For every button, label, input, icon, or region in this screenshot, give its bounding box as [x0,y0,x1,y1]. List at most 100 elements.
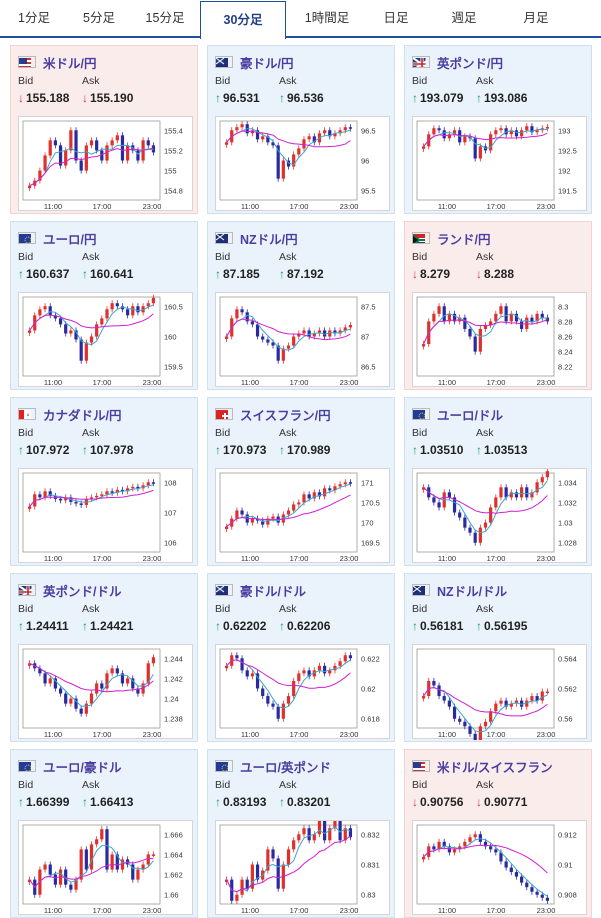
candle [307,330,311,337]
rate-card[interactable]: 豪ドル/円 Bid Ask ↑ 96.531 ↑ 96.536 96.5 96 95.5 11:00… [207,45,395,214]
pair-title-link[interactable]: スイスフラン/円 [240,408,331,423]
pair-title-link[interactable]: ユーロ/豪ドル [43,760,122,775]
pair-title-link[interactable]: 米ドル/円 [43,56,97,71]
candle [110,140,114,146]
price-chart[interactable]: 0.622 0.62 0.618 11:00 17:00 23:00 [215,644,390,739]
x-tick-label: 11:00 [438,378,456,387]
rate-card[interactable]: ユーロ/英ポンド Bid Ask ↑ 0.83193 ↑ 0.83201 0.832 0.831… [207,749,395,918]
candle [437,685,441,697]
price-chart[interactable]: 193 192.5 192 191.5 11:00 17:00 23:00 [412,116,587,211]
candle [343,655,347,662]
price-chart[interactable]: 1.244 1.242 1.24 1.238 11:00 17:00 23:00 [18,644,193,739]
rate-card[interactable]: NZドル/円 Bid Ask ↑ 87.185 ↑ 87.192 87.5 87 86.5 11:0… [207,221,395,390]
rate-card[interactable]: ランド/円 Bid Ask ↓ 8.279 ↓ 8.288 8.3 8.28 8.26 8.24 8.… [404,221,592,390]
bid-label: Bid [215,603,231,615]
y-tick-label: 171 [361,478,374,487]
rate-card[interactable]: 豪ドル/ドル Bid Ask ↑ 0.62202 ↑ 0.62206 0.622 0.62 0.6… [207,573,395,742]
candle [545,471,550,478]
tab-30分足[interactable]: 30分足 [200,1,286,39]
candle [89,336,94,343]
pair-title-link[interactable]: カナダドル/円 [43,408,122,423]
candle [317,492,322,497]
candle [266,849,270,871]
pair-title-link[interactable]: 豪ドル/円 [240,56,294,71]
tab-5分足[interactable]: 5分足 [83,11,115,25]
pair-title-link[interactable]: NZドル/円 [240,232,298,247]
candle [535,891,539,895]
candle [100,829,104,840]
y-tick-label: 8.3 [558,302,568,311]
tab-日足[interactable]: 日足 [383,11,409,25]
price-chart[interactable]: 0.564 0.562 0.56 11:00 17:00 23:00 [412,644,587,740]
candle [478,834,482,842]
price-chart[interactable]: 1.034 1.032 1.03 1.028 11:00 17:00 23:00 [412,468,587,563]
candle [136,869,140,880]
ch-jp-flag-icon [215,408,233,420]
x-tick-label: 17:00 [487,554,506,563]
candle [535,482,539,493]
price-chart[interactable]: 171 170.5 170 169.5 11:00 17:00 23:00 [215,468,390,563]
pair-title-link[interactable]: 豪ドル/ドル [240,584,306,599]
pair-title-link[interactable]: NZドル/ドル [437,584,508,599]
price-chart[interactable]: 0.912 0.91 0.908 11:00 17:00 23:00 [412,820,587,915]
bid-label: Bid [412,251,428,263]
x-tick-label: 11:00 [241,730,259,739]
bid-value: ↓ 155.188 [18,91,70,105]
candle [141,306,145,313]
tab-週足[interactable]: 週足 [451,11,477,25]
ask-value: ↑ 0.83201 [279,795,331,809]
pair-title-link[interactable]: ランド/円 [437,232,491,247]
candle [105,309,109,319]
rate-card[interactable]: ユーロ/円 Bid Ask ↑ 160.637 ↑ 160.641 160.5 160 159.5… [10,221,198,390]
down-arrow-icon: ↓ [82,91,88,105]
candle [292,840,296,850]
rate-card[interactable]: カナダドル/円 Bid Ask ↑ 107.972 ↑ 107.978 108 107 106 11… [10,397,198,566]
x-tick-label: 17:00 [93,202,112,211]
tab-1分足[interactable]: 1分足 [18,11,50,25]
pair-title-link[interactable]: ユーロ/円 [43,232,97,247]
price-chart[interactable]: 8.3 8.28 8.26 8.24 8.22 11:00 17:00 23:00 [412,292,587,387]
eu-us-flag-icon [412,408,430,420]
y-tick-label: 1.032 [558,498,577,507]
y-tick-label: 192 [558,167,571,176]
rate-card[interactable]: ユーロ/豪ドル Bid Ask ↑ 1.66399 ↑ 1.66413 1.666 1.664 1… [10,749,198,918]
candle [240,309,244,313]
candle [421,856,426,860]
pair-title-link[interactable]: 英ポンド/円 [437,56,503,71]
price-chart[interactable]: 87.5 87 86.5 11:00 17:00 23:00 [215,292,390,387]
x-tick-label: 11:00 [241,554,259,563]
candle [421,487,426,490]
tab-15分足[interactable]: 15分足 [145,11,185,25]
ask-label: Ask [279,779,297,791]
candle [468,328,472,337]
candle [95,495,99,498]
pair-title-link[interactable]: 英ポンド/ドル [43,584,122,599]
rate-card[interactable]: 英ポンド/円 Bid Ask ↑ 193.079 ↑ 193.086 193 192.5 192 1… [404,45,592,214]
rate-card[interactable]: 米ドル/スイスフラン Bid Ask ↓ 0.90756 ↓ 0.90771 0.912 0.9… [404,749,592,918]
price-chart[interactable]: 1.666 1.664 1.662 1.66 11:00 17:00 23:00 [18,820,193,915]
rate-card[interactable]: 米ドル/円 Bid Ask ↓ 155.188 ↓ 155.190 155.4 155.2 155… [10,45,198,214]
pair-title-link[interactable]: ユーロ/ドル [437,408,503,423]
candle [131,678,135,689]
y-tick-label: 96 [361,157,369,166]
long-ma-line [29,857,154,889]
candle [302,494,306,503]
rate-card[interactable]: スイスフラン/円 Bid Ask ↑ 170.973 ↑ 170.989 171 170.5 17… [207,397,395,566]
candle [136,486,140,489]
tab-1時間足[interactable]: 1時間足 [304,11,350,25]
card-header: ユーロ/円 [18,230,97,247]
price-chart[interactable]: 155.4 155.2 155 154.8 11:00 17:00 23:00 [18,116,193,211]
rate-card[interactable]: 英ポンド/ドル Bid Ask ↑ 1.24411 ↑ 1.24421 1.244 1.242 1… [10,573,198,742]
card-header: ランド/円 [412,230,491,247]
pair-title-link[interactable]: 米ドル/スイスフラン [437,760,553,775]
pair-title-link[interactable]: ユーロ/英ポンド [240,760,331,775]
price-chart[interactable]: 160.5 160 159.5 11:00 17:00 23:00 [18,292,193,387]
price-chart[interactable]: 0.832 0.831 0.83 11:00 17:00 23:00 [215,820,390,915]
tab-月足[interactable]: 月足 [523,11,549,25]
price-chart[interactable]: 96.5 96 95.5 11:00 17:00 23:00 [215,116,390,211]
candle [115,303,119,307]
rate-card[interactable]: NZドル/ドル Bid Ask ↑ 0.56181 ↑ 0.56195 0.564 0.562 0… [404,573,592,742]
price-chart[interactable]: 108 107 106 11:00 17:00 23:00 [18,468,193,563]
ask-value: ↓ 155.190 [82,91,134,105]
rate-card[interactable]: ユーロ/ドル Bid Ask ↑ 1.03510 ↑ 1.03513 1.034 1.032 1.… [404,397,592,566]
